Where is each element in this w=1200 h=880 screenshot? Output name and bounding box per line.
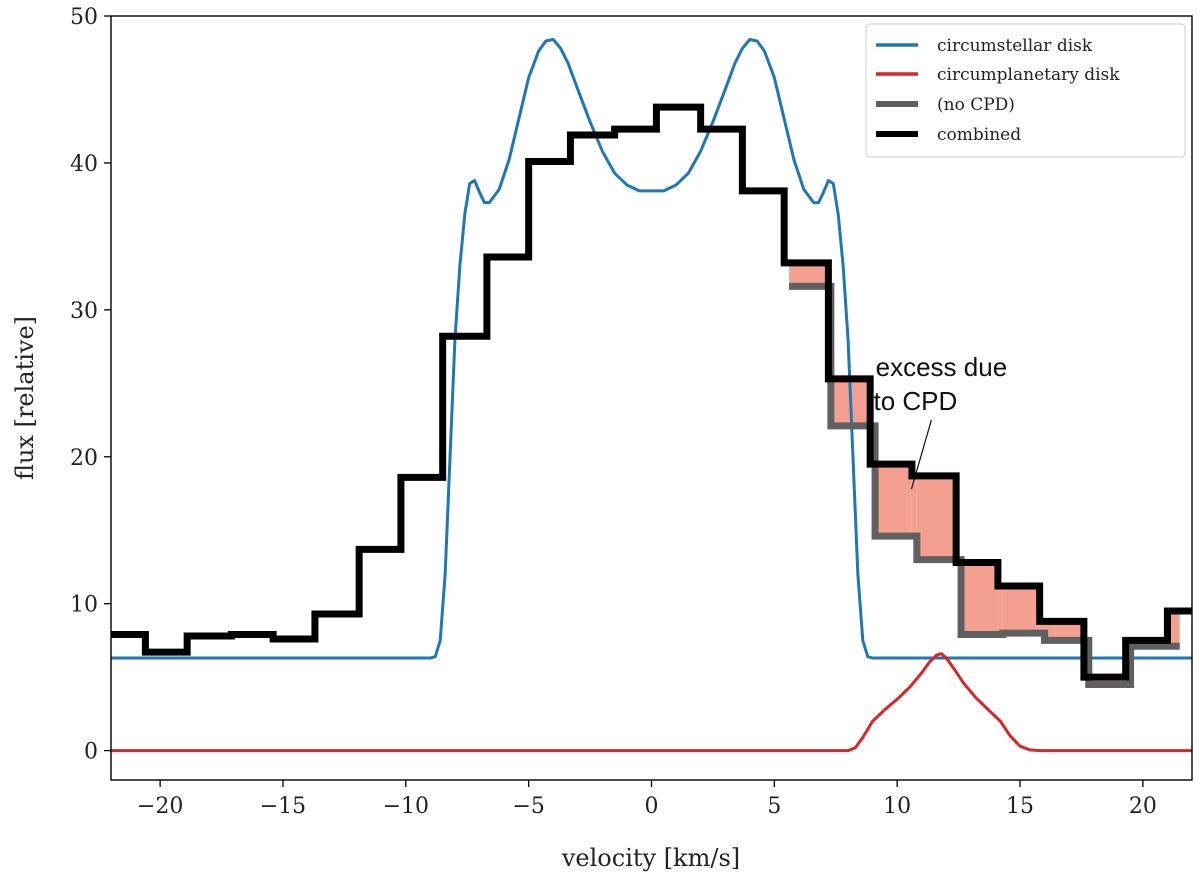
annotation-line-2: to CPD [873, 386, 957, 416]
annotation-line-1: excess due [876, 352, 1008, 382]
excess-fill-segment [997, 586, 1003, 635]
legend-label-no-cpd: (no CPD) [937, 95, 1015, 115]
x-tick-label: 0 [645, 794, 659, 819]
combined-steps [111, 103, 1192, 681]
legend-label-circumplanetary: circumplanetary disk [937, 65, 1120, 85]
x-tick-label: −15 [260, 794, 306, 819]
excess-fill-segment [875, 464, 912, 537]
x-tick-label: 5 [767, 794, 781, 819]
y-tick-label: 20 [70, 446, 98, 471]
y-tick-label: 40 [70, 152, 98, 177]
plot-content [111, 38, 1192, 753]
y-tick-label: 50 [70, 5, 98, 30]
x-tick-label: −5 [512, 794, 544, 819]
y-tick-label: 10 [70, 593, 98, 618]
y-axis-label: flux [relative] [11, 316, 39, 480]
legend-label-circumstellar: circumstellar disk [937, 36, 1093, 56]
excess-fill-segment [1088, 677, 1126, 685]
excess-fill-segment [911, 475, 917, 537]
x-tick-label: −10 [383, 794, 429, 819]
legend: circumstellar disk circumplanetary disk … [865, 23, 1186, 158]
excess-annotation: excess due to CPD [873, 352, 1008, 490]
legend-box [865, 23, 1186, 158]
excess-fill-segment [1002, 586, 1040, 634]
x-tick-label: −20 [137, 794, 183, 819]
circumplanetary-disk-line [111, 652, 1192, 753]
legend-label-combined: combined [937, 125, 1021, 145]
excess-fill-segment [961, 562, 998, 635]
annotation-arrow [910, 419, 932, 490]
x-axis-label: velocity [km/s] [561, 844, 740, 872]
y-tick-label: 0 [84, 740, 98, 765]
x-tick-label: 20 [1129, 794, 1157, 819]
excess-fill-segment [789, 262, 829, 287]
axes: −20 −15 −10 −5 0 5 10 15 20 0 10 20 30 40 50 [70, 5, 1193, 819]
plot-area [111, 38, 1192, 753]
excess-fill-segment [916, 475, 957, 560]
x-tick-label: 10 [883, 794, 911, 819]
excess-fill-segment [1044, 621, 1084, 641]
circumstellar-disk-line [111, 38, 1192, 660]
x-tick-label: 15 [1006, 794, 1034, 819]
y-tick-label: 30 [70, 299, 98, 324]
excess-fill-segment [1039, 621, 1045, 634]
